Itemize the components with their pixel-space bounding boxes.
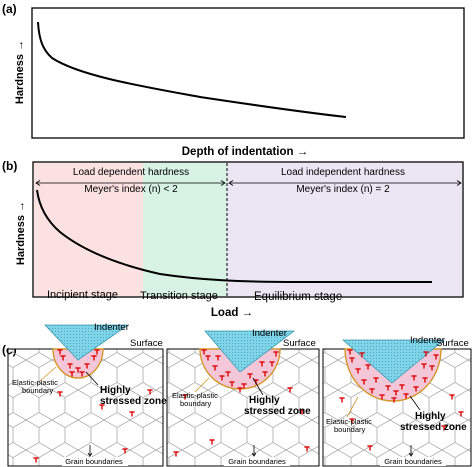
indenter-label-2: Indenter: [252, 328, 287, 339]
zone-pointer-1: [85, 371, 99, 386]
zone-label-3b: stressed zone: [400, 422, 467, 433]
boundary-label-2: Elastic-plastic boundary: [172, 391, 220, 408]
region-left-arrow: [35, 180, 226, 186]
panel-b-ylabel: Hardness →: [15, 201, 27, 265]
grain-label-bg-1: [62, 457, 128, 466]
grain-label-3: Grain boundaries: [384, 457, 442, 466]
zone-label-1: Highly stressed zone: [100, 385, 167, 407]
region-right-sub: Meyer's index (n) = 2: [296, 184, 390, 195]
panel-a-ylabel: Hardness →: [14, 40, 26, 104]
grain-pointer-1: [87, 445, 93, 457]
indenter-2: [204, 330, 296, 373]
indentation-stage-2: Indenter Surface Elastic-plastic boundar…: [166, 328, 320, 467]
stage-incipient: Incipient stage: [47, 289, 118, 301]
panel-b-label: (b): [2, 159, 17, 173]
surface-label-3: Surface: [436, 338, 469, 349]
boundary-pointer-2: [194, 377, 210, 393]
region-right-arrow: [228, 180, 462, 186]
boundary-label-1b: boundary: [22, 386, 54, 395]
stage-transition: Transition stage: [140, 290, 218, 302]
grain-label-bg-3: [380, 457, 446, 466]
zone-label-1b: stressed zone: [100, 396, 167, 407]
boundary-label-3b: boundary: [334, 425, 366, 434]
panel-c: (c) Indenter Surface Elastic-plastic bou…: [2, 322, 472, 467]
grain-pointer-3: [408, 445, 414, 457]
indentation-stage-1: Indenter Surface Elastic-plastic boundar…: [7, 322, 167, 467]
indentation-stage-3: Indenter Surface Elastic-plastic boundar…: [322, 335, 472, 467]
indenter-3: [341, 339, 446, 384]
panel-b-curve: [36, 189, 432, 283]
region-left-title: Load dependent hardness: [73, 167, 189, 178]
indenter-1: [44, 324, 130, 361]
boundary-label-3: Elastic-plastic boundary: [326, 417, 374, 434]
surface-label-2: Surface: [283, 338, 316, 349]
zone-label-2b: stressed zone: [244, 406, 311, 417]
zone-pointer-2: [252, 377, 264, 396]
grain-pointer-2: [251, 445, 257, 457]
boundary-pointer-3: [346, 396, 359, 418]
panel-a-curve: [37, 21, 347, 118]
zone-label-2a: Highly: [249, 395, 280, 406]
panel-a-label: (a): [2, 2, 17, 16]
boundary-label-1: Elastic-plastic boundary: [12, 378, 60, 395]
boundary-label-2b: boundary: [180, 399, 212, 408]
indenter-label-3: Indenter: [410, 335, 445, 346]
panel-b: (b) Load dependent hardness Meyer's inde…: [2, 159, 464, 319]
stage-equilibrium: Equilibrium stage: [254, 291, 342, 303]
region-right-title: Load independent hardness: [281, 167, 405, 178]
region-equilibrium: [227, 163, 462, 296]
boundary-pointer-1: [39, 366, 57, 382]
panel-b-frame: [32, 161, 464, 298]
panel-b-xlabel: Load →: [211, 307, 253, 319]
surface-label-1: Surface: [130, 338, 163, 349]
boundary-label-2a: Elastic-plastic: [172, 391, 218, 400]
region-left-sub: Meyer's index (n) < 2: [84, 184, 178, 195]
grain-label-bg-2: [224, 457, 290, 466]
grain-field-1: [7, 348, 164, 467]
indenter-label-1: Indenter: [94, 322, 129, 333]
region-incipient: [34, 163, 143, 296]
panel-a-xlabel: Depth of indentation →: [182, 146, 308, 158]
zone-label-2: Highly stressed zone: [244, 395, 311, 417]
zone-label-3: Highly stressed zone: [400, 411, 467, 433]
panel-a: (a) Hardness → Depth of indentation →: [2, 2, 465, 158]
panel-a-frame: [31, 7, 465, 139]
zone-label-3a: Highly: [415, 411, 446, 422]
grain-label-1: Grain boundaries: [65, 457, 123, 466]
boundary-label-3a: Elastic-plastic: [326, 417, 372, 426]
zone-pointer-3: [409, 395, 421, 411]
zone-label-1a: Highly: [100, 385, 131, 396]
grain-label-2: Grain boundaries: [228, 457, 286, 466]
boundary-label-1a: Elastic-plastic: [12, 378, 58, 387]
